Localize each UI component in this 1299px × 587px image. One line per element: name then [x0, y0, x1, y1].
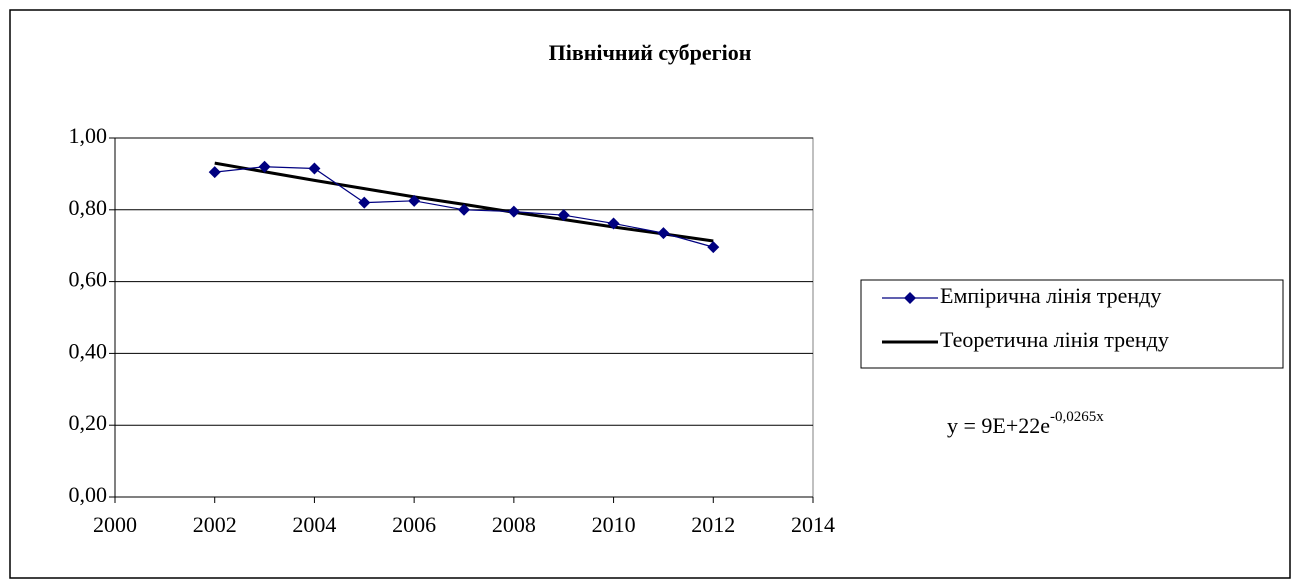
x-tick-label: 2012	[691, 512, 735, 537]
x-tick-label: 2006	[392, 512, 436, 537]
y-tick-label: 0,80	[69, 195, 108, 220]
point-marker	[208, 166, 221, 179]
x-tick-label: 2008	[492, 512, 536, 537]
equation-base: y = 9E+22e	[947, 413, 1050, 438]
y-tick-label: 1,00	[69, 123, 108, 148]
y-tick-label: 0,00	[69, 482, 108, 507]
point-marker	[657, 227, 670, 240]
point-marker	[507, 205, 520, 218]
point-marker	[308, 162, 321, 175]
chart-title: Північний субрегіон	[549, 40, 752, 65]
point-marker	[408, 194, 421, 207]
legend-label: Емпірична лінія тренду	[940, 283, 1161, 308]
legend-marker	[904, 292, 916, 304]
point-marker	[458, 203, 470, 216]
x-tick-label: 2010	[592, 512, 636, 537]
point-marker	[607, 217, 620, 230]
y-tick-label: 0,40	[69, 338, 108, 363]
x-tick-label: 2002	[193, 512, 237, 537]
point-marker	[557, 209, 570, 222]
y-tick-label: 0,60	[69, 267, 108, 292]
equation-exponent: -0,0265x	[1050, 409, 1104, 425]
x-tick-label: 2014	[791, 512, 835, 537]
x-tick-label: 2000	[93, 512, 137, 537]
x-tick-label: 2004	[292, 512, 336, 537]
point-marker	[358, 196, 371, 209]
legend-label: Теоретична лінія тренду	[940, 327, 1169, 352]
equation: y = 9E+22e-0,0265x	[947, 409, 1104, 438]
y-tick-label: 0,20	[69, 410, 108, 435]
point-marker	[258, 160, 271, 173]
plot-area	[114, 137, 814, 498]
legend-box	[860, 279, 1284, 369]
point-marker	[707, 241, 720, 254]
